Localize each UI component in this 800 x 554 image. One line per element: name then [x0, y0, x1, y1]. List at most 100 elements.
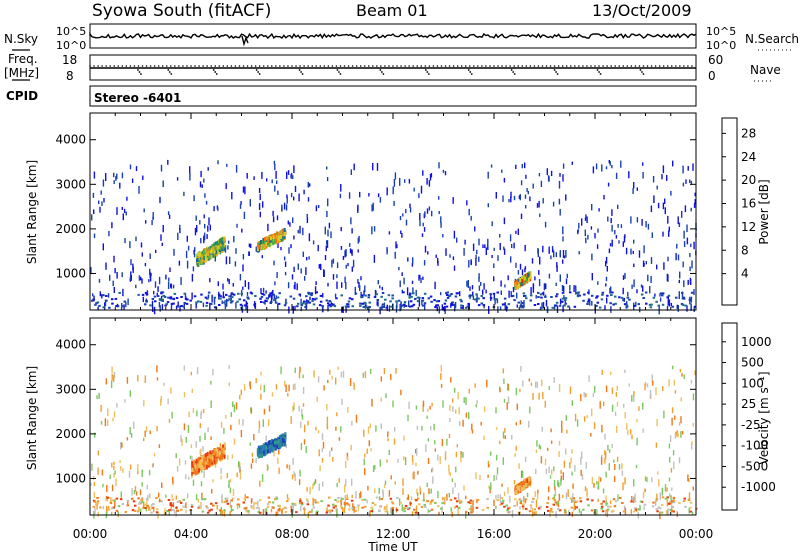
echo-pixel [410, 295, 413, 298]
echo-feature-pixel [218, 450, 221, 455]
echo-feature-pixel [196, 464, 199, 469]
echo-pixel [633, 279, 635, 288]
echo-pixel [307, 197, 310, 202]
echo-pixel [326, 210, 328, 218]
echo-feature-pixel [217, 245, 220, 250]
echo-pixel [363, 429, 365, 437]
echo-pixel [142, 296, 144, 303]
echo-pixel [128, 470, 131, 478]
echo-feature-pixel [265, 241, 268, 246]
echo-pixel [339, 500, 343, 503]
echo-pixel [562, 163, 565, 169]
echo-pixel [454, 295, 458, 298]
nave-dot [319, 65, 322, 67]
nave-dot [444, 65, 447, 67]
echo-pixel [513, 299, 516, 302]
echo-pixel [676, 511, 678, 517]
echo-pixel [302, 403, 305, 407]
echo-feature-pixel [223, 454, 226, 459]
nave-dot [367, 65, 370, 67]
echo-pixel [201, 184, 203, 188]
echo-pixel [273, 299, 276, 302]
echo-pixel [239, 469, 241, 473]
echo-pixel [176, 305, 180, 308]
echo-pixel [239, 303, 243, 306]
nave-dot [485, 65, 487, 67]
echo-pixel [163, 295, 167, 298]
echo-pixel [586, 492, 588, 498]
echo-feature-pixel [521, 276, 523, 281]
echo-pixel [259, 499, 262, 502]
nave-dot [513, 65, 515, 67]
echo-pixel [379, 306, 382, 309]
echo-pixel [300, 268, 302, 274]
echo-pixel [299, 469, 301, 477]
echo-pixel [338, 477, 340, 483]
echo-pixel [493, 475, 495, 482]
echo-pixel [448, 433, 451, 438]
echo-pixel [242, 501, 245, 504]
echo-pixel [226, 299, 229, 302]
echo-pixel [401, 233, 403, 238]
echo-feature-pixel [514, 281, 517, 286]
echo-pixel [149, 493, 151, 499]
nave-dot [355, 65, 358, 67]
echo-pixel [444, 171, 447, 176]
echo-pixel [229, 478, 232, 483]
echo-pixel [586, 300, 590, 303]
echo-pixel [499, 503, 502, 506]
echo-pixel [159, 196, 161, 204]
nave-dot [529, 65, 532, 67]
echo-pixel [434, 501, 437, 504]
echo-pixel [114, 470, 116, 475]
echo-pixel [306, 487, 308, 492]
echo-pixel [591, 408, 593, 417]
colorbar-frame [721, 322, 738, 511]
echo-pixel [346, 497, 349, 500]
echo-pixel [138, 502, 141, 505]
echo-pixel [364, 302, 367, 309]
echo-pixel [664, 198, 666, 204]
echo-pixel [614, 230, 616, 235]
echo-feature-pixel [259, 448, 262, 453]
echo-pixel [529, 406, 531, 414]
echo-pixel [656, 185, 658, 190]
echo-pixel [476, 294, 478, 303]
echo-pixel [584, 217, 587, 221]
echo-pixel [97, 450, 99, 456]
echo-pixel [553, 479, 556, 488]
echo-pixel [483, 283, 485, 290]
echo-pixel [375, 290, 377, 295]
echo-pixel [586, 415, 588, 419]
echo-pixel [671, 305, 674, 308]
echo-pixel [226, 163, 228, 167]
nave-drop-dot [639, 69, 642, 71]
echo-feature-pixel [199, 464, 202, 469]
echo-pixel [97, 306, 99, 311]
echo-pixel [309, 296, 311, 301]
echo-pixel [167, 211, 170, 216]
echo-pixel [515, 422, 517, 426]
echo-pixel [595, 296, 598, 299]
echo-pixel [499, 306, 502, 311]
echo-pixel [270, 508, 273, 513]
echo-pixel [220, 475, 222, 480]
echo-pixel [116, 403, 118, 408]
echo-pixel [205, 505, 208, 508]
nave-dot [594, 65, 596, 67]
echo-pixel [667, 303, 670, 306]
echo-pixel [302, 302, 305, 305]
echo-pixel [474, 226, 476, 232]
echo-pixel [434, 281, 436, 290]
echo-pixel [340, 507, 344, 510]
echo-pixel [538, 444, 541, 449]
echo-pixel [222, 283, 224, 290]
echo-pixel [590, 509, 594, 512]
echo-pixel [403, 277, 405, 285]
echo-feature-pixel [215, 453, 218, 457]
echo-pixel [271, 501, 275, 504]
echo-pixel [267, 465, 269, 470]
echo-pixel [228, 365, 230, 369]
